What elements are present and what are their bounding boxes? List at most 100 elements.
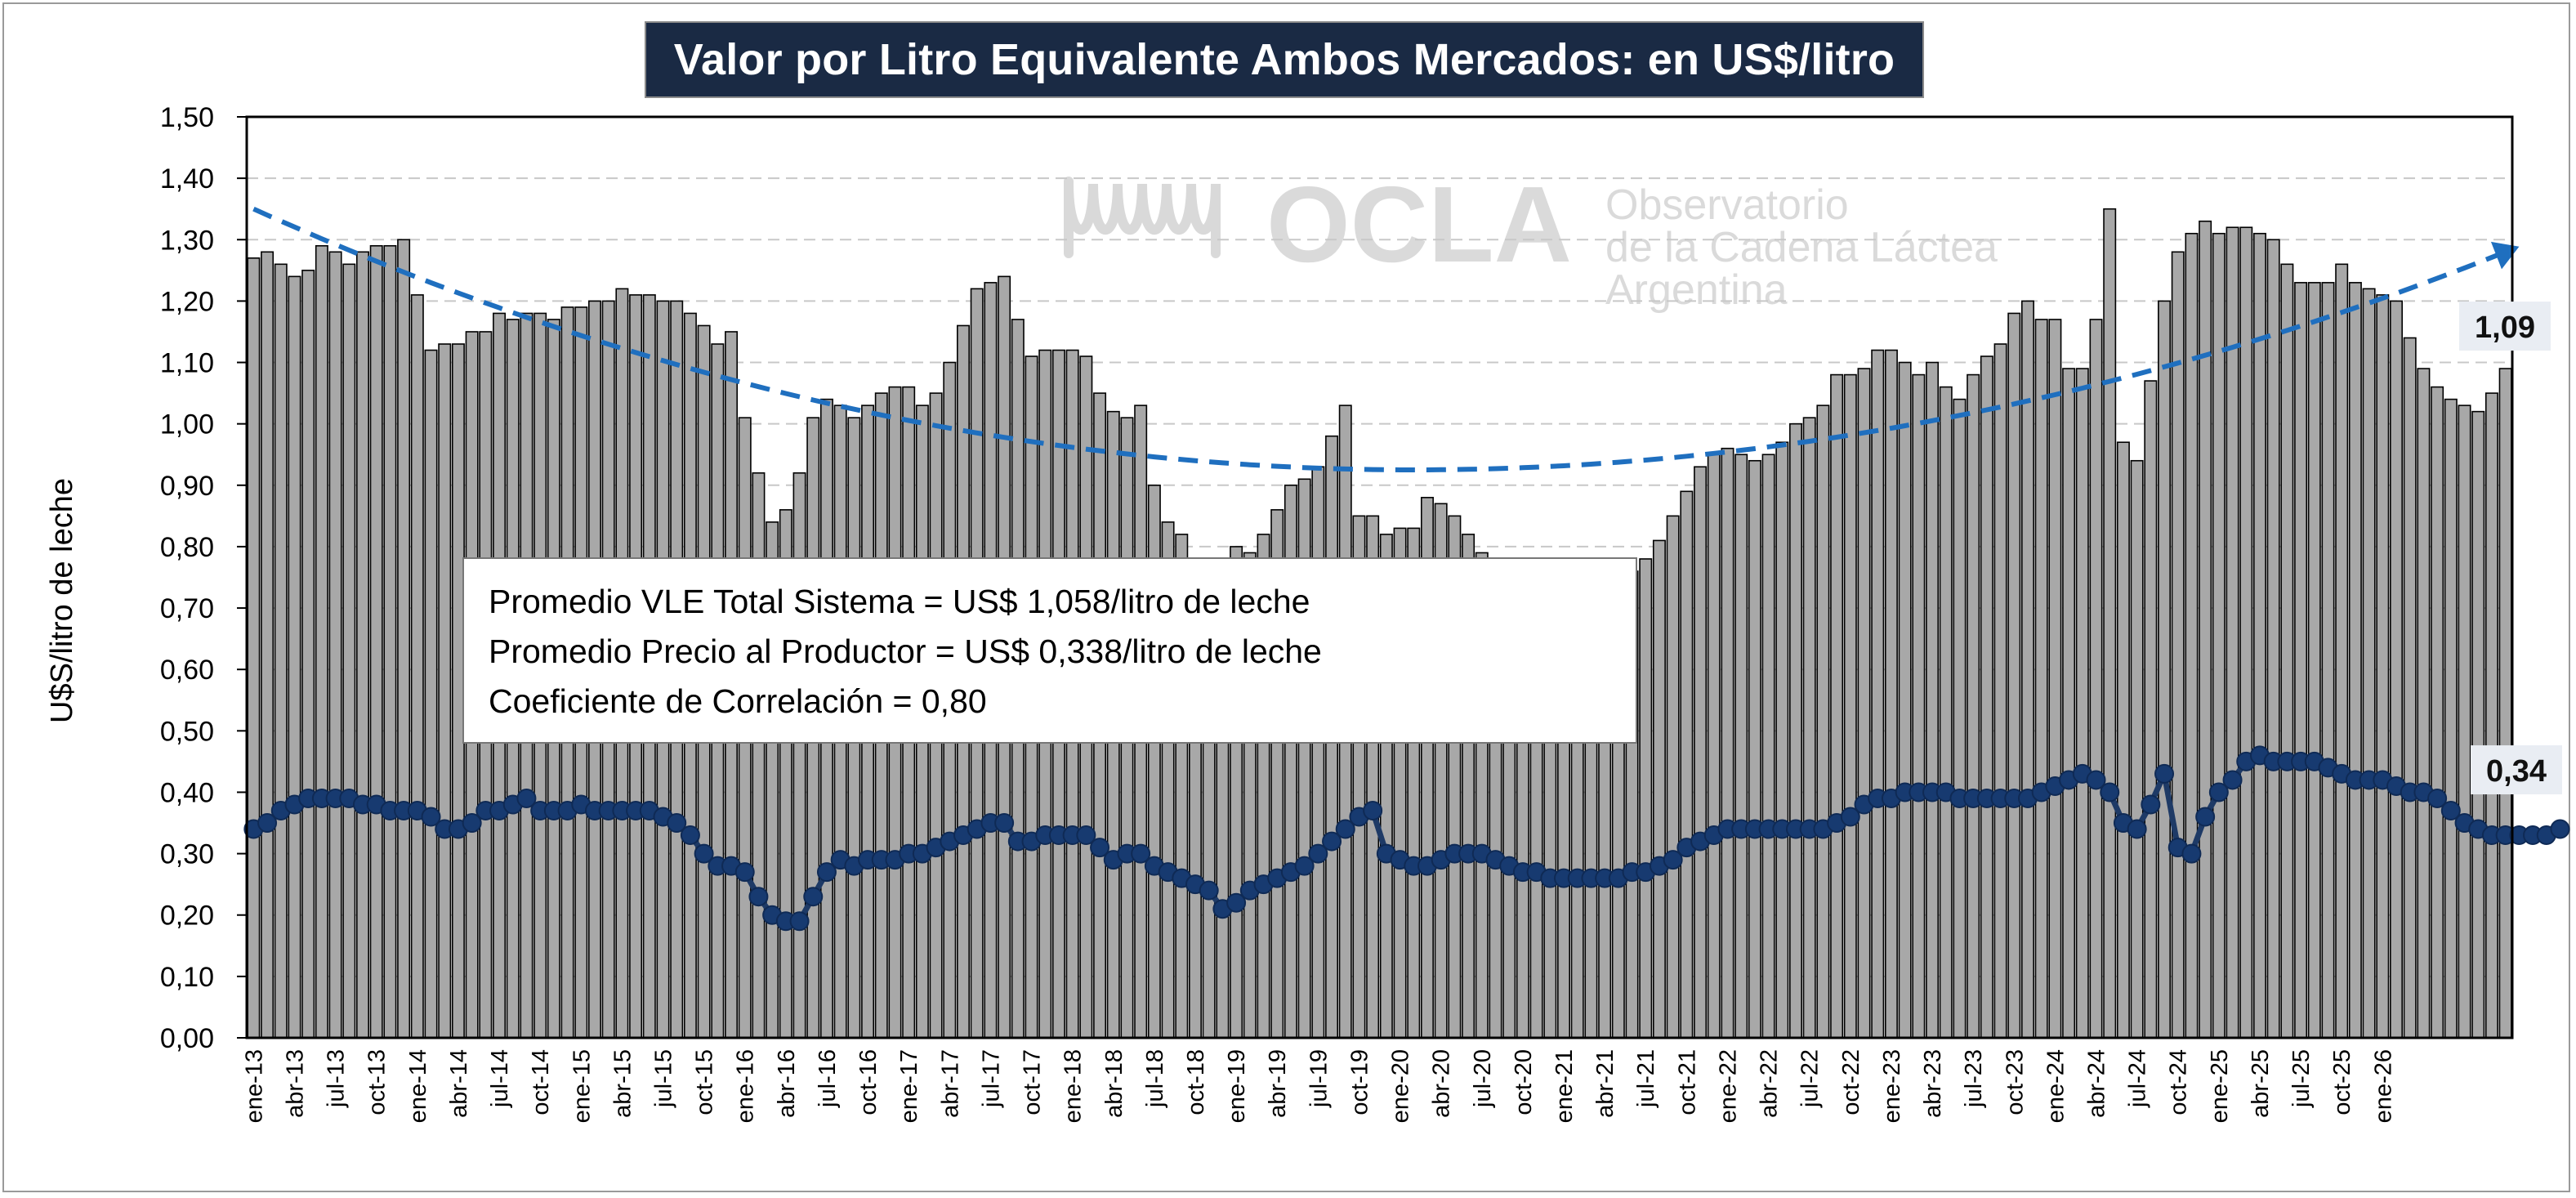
bar bbox=[2130, 459, 2144, 1039]
bar bbox=[438, 343, 452, 1039]
x-tick-label: jul-20 bbox=[1470, 1049, 1496, 1108]
price-point bbox=[680, 825, 700, 846]
bar-end-label-box bbox=[2459, 302, 2551, 351]
chart-title-box: Valor por Litro Equivalente Ambos Mercad… bbox=[645, 21, 1924, 98]
price-point bbox=[2100, 782, 2120, 802]
bar bbox=[2403, 337, 2417, 1039]
bar bbox=[2020, 300, 2034, 1039]
bar bbox=[2212, 232, 2226, 1039]
x-tick-label: oct-20 bbox=[1511, 1049, 1537, 1115]
price-point bbox=[1363, 801, 1383, 821]
bar bbox=[1816, 405, 1830, 1039]
bar bbox=[1993, 343, 2007, 1039]
x-tick-label: abr-13 bbox=[282, 1049, 308, 1118]
x-tick-label: jul-24 bbox=[2125, 1049, 2151, 1108]
price-point bbox=[421, 807, 441, 827]
price-point bbox=[803, 887, 824, 907]
y-tick-label: 0,80 bbox=[160, 532, 214, 563]
y-tick-label: 1,00 bbox=[160, 409, 214, 440]
x-tick-label: oct-17 bbox=[1020, 1049, 1046, 1115]
bar bbox=[342, 263, 356, 1039]
bar bbox=[261, 251, 275, 1039]
price-point bbox=[2181, 843, 2202, 864]
bar bbox=[2089, 319, 2103, 1039]
y-tick-label: 0,40 bbox=[160, 777, 214, 808]
x-tick-label: ene-14 bbox=[405, 1049, 431, 1123]
y-tick-label: 1,40 bbox=[160, 163, 214, 194]
bar bbox=[1939, 386, 1953, 1039]
y-tick-label: 0,70 bbox=[160, 593, 214, 624]
bar bbox=[1652, 539, 1666, 1039]
price-point bbox=[1076, 825, 1096, 846]
bar bbox=[1843, 373, 1857, 1039]
x-tick-label: oct-25 bbox=[2329, 1049, 2355, 1115]
x-tick-label: ene-13 bbox=[241, 1049, 267, 1123]
bar bbox=[247, 257, 261, 1039]
price-point bbox=[2427, 788, 2448, 808]
y-tick-label: 0,50 bbox=[160, 716, 214, 747]
bar bbox=[301, 270, 315, 1039]
price-point bbox=[1840, 807, 1860, 827]
y-axis-ticks: 0,00 0,10 0,20 0,30 0,40 0,50 0,60 0,70 0,80 0,90… bbox=[160, 102, 247, 1054]
x-tick-label: abr-23 bbox=[1920, 1049, 1946, 1118]
bar bbox=[397, 239, 411, 1039]
stats-line-producer-price: Promedio Precio al Productor = US$ 0,338… bbox=[489, 633, 1322, 670]
y-tick-label: 0,20 bbox=[160, 901, 214, 932]
price-point bbox=[2222, 770, 2243, 790]
watermark-line1: Observatorio bbox=[1605, 181, 1849, 229]
bar bbox=[2266, 239, 2280, 1039]
x-tick-label: ene-23 bbox=[1879, 1049, 1905, 1123]
x-tick-label: oct-19 bbox=[1346, 1049, 1373, 1115]
x-tick-label: abr-18 bbox=[1101, 1049, 1127, 1118]
x-tick-label: abr-25 bbox=[2248, 1049, 2274, 1118]
bar bbox=[1980, 355, 1993, 1039]
price-point bbox=[2141, 794, 2161, 815]
bar bbox=[2075, 368, 2089, 1039]
x-tick-label: ene-20 bbox=[1388, 1049, 1414, 1123]
bar bbox=[288, 275, 301, 1039]
price-point bbox=[994, 813, 1015, 834]
y-tick-label: 0,30 bbox=[160, 839, 214, 870]
bar bbox=[328, 251, 342, 1039]
price-point bbox=[734, 862, 755, 883]
price-point bbox=[816, 862, 837, 883]
bar bbox=[2390, 300, 2403, 1039]
price-point bbox=[2154, 763, 2175, 784]
x-tick-label: oct-13 bbox=[364, 1049, 391, 1115]
bar bbox=[1926, 361, 1940, 1039]
price-point bbox=[1226, 892, 1247, 913]
x-tick-label: jul-16 bbox=[815, 1049, 841, 1108]
price-point bbox=[1335, 819, 1355, 839]
bar bbox=[2362, 288, 2376, 1039]
x-tick-label: ene-21 bbox=[1551, 1049, 1578, 1123]
watermark-logo-icon bbox=[1064, 177, 1221, 258]
line-end-label: 0,34 bbox=[2486, 754, 2547, 789]
bar-end-label: 1,09 bbox=[2475, 311, 2535, 345]
price-point bbox=[1663, 850, 1683, 870]
bar bbox=[1775, 441, 1789, 1039]
bar bbox=[1721, 447, 1734, 1039]
x-tick-label: oct-23 bbox=[2002, 1049, 2028, 1115]
y-tick-label: 1,30 bbox=[160, 225, 214, 256]
x-tick-label: ene-25 bbox=[2207, 1049, 2233, 1123]
price-point bbox=[694, 843, 714, 864]
x-tick-label: ene-16 bbox=[733, 1049, 759, 1123]
bar bbox=[1761, 454, 1775, 1039]
price-point bbox=[1199, 880, 1219, 901]
bar bbox=[2335, 263, 2349, 1039]
x-axis-ticks: ene-13 abr-13 jul-13 oct-13 ene-14 abr-14 jul-… bbox=[241, 1049, 2396, 1123]
x-tick-label: ene-24 bbox=[2042, 1049, 2069, 1123]
bar bbox=[1898, 361, 1912, 1039]
bar bbox=[1311, 466, 1325, 1039]
bar bbox=[2116, 441, 2130, 1039]
price-point bbox=[1090, 838, 1110, 858]
bar bbox=[2280, 263, 2294, 1039]
y-tick-label: 0,00 bbox=[160, 1023, 214, 1054]
bar bbox=[2294, 282, 2308, 1039]
bar bbox=[1912, 373, 1926, 1039]
x-tick-label: jul-15 bbox=[650, 1049, 676, 1108]
bar bbox=[2185, 232, 2199, 1039]
x-tick-label: jul-13 bbox=[324, 1049, 350, 1108]
bar bbox=[2348, 282, 2362, 1039]
price-point bbox=[257, 813, 278, 834]
